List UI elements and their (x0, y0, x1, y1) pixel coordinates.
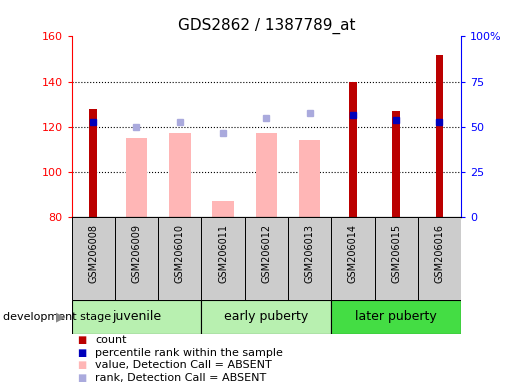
Text: GSM206014: GSM206014 (348, 223, 358, 283)
Bar (418, 217, 461, 300)
Text: GSM206013: GSM206013 (305, 223, 315, 283)
Bar (392, 111, 400, 217)
Text: ■: ■ (77, 373, 86, 383)
Text: GSM206011: GSM206011 (218, 223, 228, 283)
Bar (255, 134, 277, 217)
Text: ■: ■ (77, 335, 86, 345)
Text: GSM206015: GSM206015 (391, 223, 401, 283)
Text: GSM206016: GSM206016 (435, 223, 445, 283)
Text: value, Detection Call = ABSENT: value, Detection Call = ABSENT (95, 360, 272, 370)
Bar (201, 300, 331, 334)
Bar (331, 217, 375, 300)
Text: GSM206008: GSM206008 (88, 223, 98, 283)
Text: count: count (95, 335, 127, 345)
Bar (115, 217, 158, 300)
Text: GSM206010: GSM206010 (175, 223, 185, 283)
Bar (72, 300, 201, 334)
Bar (169, 134, 191, 217)
Bar (158, 217, 201, 300)
Text: GSM206012: GSM206012 (261, 223, 271, 283)
Text: ■: ■ (77, 360, 86, 370)
Text: rank, Detection Call = ABSENT: rank, Detection Call = ABSENT (95, 373, 267, 383)
Text: later puberty: later puberty (355, 310, 437, 323)
Text: ■: ■ (77, 348, 86, 358)
Bar (299, 140, 321, 217)
Text: ▶: ▶ (56, 310, 65, 323)
Bar (288, 217, 331, 300)
Bar (245, 217, 288, 300)
Bar (126, 138, 147, 217)
Title: GDS2862 / 1387789_at: GDS2862 / 1387789_at (178, 18, 355, 34)
Bar (201, 217, 245, 300)
Bar (349, 82, 357, 217)
Text: juvenile: juvenile (112, 310, 161, 323)
Bar (212, 201, 234, 217)
Bar (89, 109, 97, 217)
Text: early puberty: early puberty (224, 310, 308, 323)
Bar (72, 217, 115, 300)
Bar (436, 55, 444, 217)
Text: GSM206009: GSM206009 (131, 223, 142, 283)
Text: development stage: development stage (3, 312, 111, 322)
Text: percentile rank within the sample: percentile rank within the sample (95, 348, 283, 358)
Bar (375, 217, 418, 300)
Bar (331, 300, 461, 334)
